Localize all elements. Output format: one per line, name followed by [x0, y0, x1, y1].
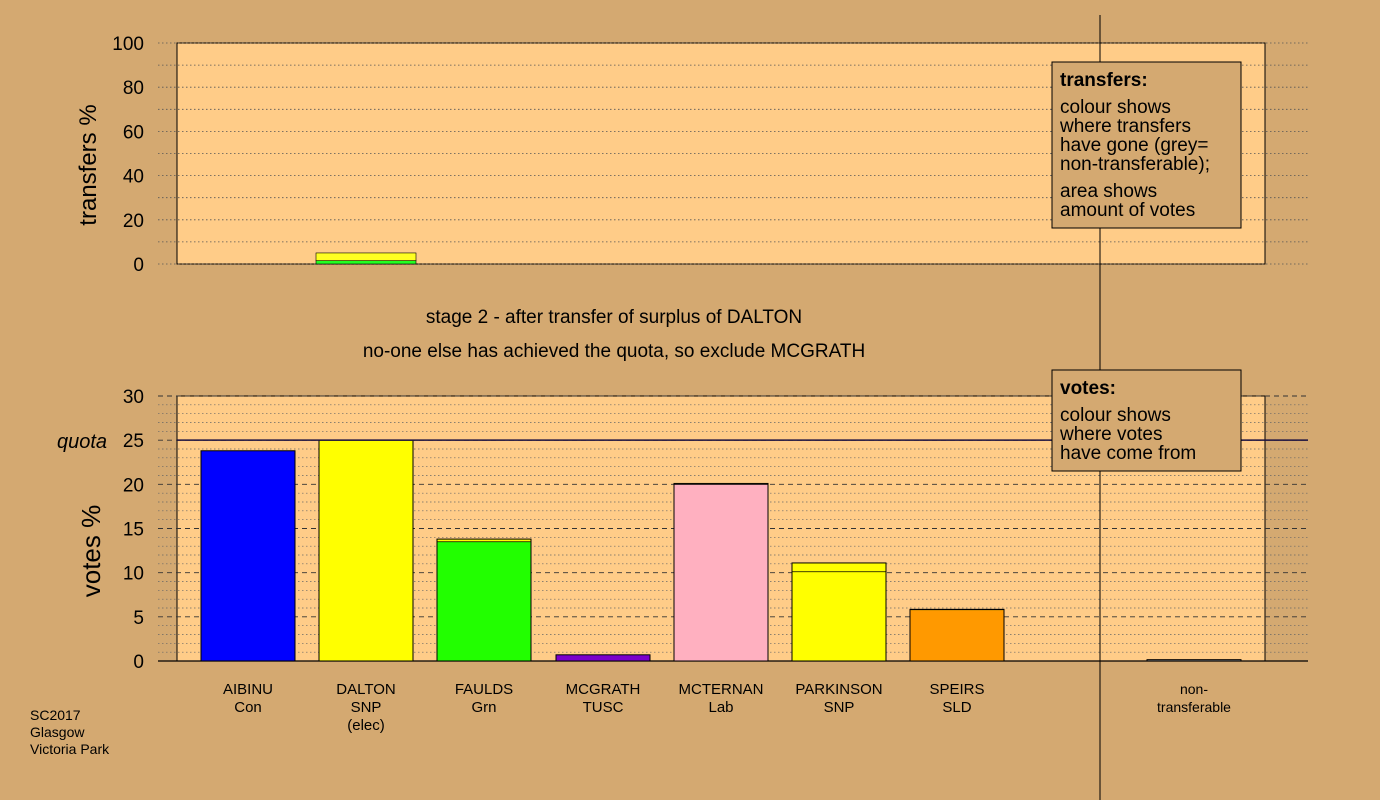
- x-category-label: TUSC: [583, 699, 624, 716]
- transfer-bar-segment: [315, 252, 417, 261]
- vote-bar-segment: [437, 541, 531, 661]
- y-tick-label: 5: [133, 608, 144, 629]
- vote-bar-outline: [1146, 659, 1242, 662]
- x-category-label: Grn: [471, 699, 496, 716]
- stage-heading: stage 2 - after transfer of surplus of D…: [426, 307, 802, 328]
- votes-legend-line: where votes: [1059, 424, 1162, 445]
- transfer-bar-segment: [315, 260, 417, 265]
- x-category-label: SNP: [824, 699, 855, 716]
- x-category-label: (elec): [347, 717, 385, 734]
- vote-bar-segment: [201, 450, 295, 661]
- vote-bar-segment: [792, 562, 886, 572]
- vote-bar-segment: [437, 539, 531, 542]
- y-tick-label: 0: [133, 255, 144, 276]
- transfers-legend-line: have gone (grey=: [1060, 135, 1208, 156]
- footer-line: SC2017: [30, 707, 81, 723]
- transfers-legend-line: area shows: [1060, 181, 1157, 202]
- y-tick-label: 10: [123, 564, 144, 585]
- vote-bar-outline: [673, 482, 769, 662]
- vote-bar-outline: [555, 654, 651, 662]
- y-tick-label: 60: [123, 122, 144, 143]
- transfers-legend-line: amount of votes: [1060, 200, 1195, 221]
- quota-label: quota: [57, 431, 107, 453]
- y-tick-label: 0: [133, 652, 144, 673]
- x-category-label: AIBINU: [223, 681, 273, 698]
- vote-bar-segment: [1147, 659, 1241, 661]
- votes-legend-line: have come from: [1060, 443, 1196, 464]
- votes-y-axis-label: votes %: [76, 505, 106, 598]
- votes-x-labels: AIBINUConDALTONSNP(elec)FAULDSGrnMCGRATH…: [223, 681, 1231, 734]
- votes-legend-title: votes:: [1060, 378, 1116, 399]
- votes-legend: votes: colour shows where votes have com…: [1051, 369, 1242, 472]
- x-category-label: MCTERNAN: [679, 681, 764, 698]
- y-tick-label: 30: [123, 387, 144, 408]
- x-category-label: SLD: [942, 699, 971, 716]
- x-category-label: Con: [234, 699, 262, 716]
- x-category-label: DALTON: [336, 681, 395, 698]
- vote-bar-segment: [556, 654, 650, 661]
- vote-bar-segment: [319, 440, 413, 661]
- y-tick-label: 80: [123, 78, 144, 99]
- x-category-label: FAULDS: [455, 681, 513, 698]
- x-category-label: SNP: [351, 699, 382, 716]
- vote-bar-segment: [910, 609, 1004, 661]
- x-category-label: Lab: [708, 699, 733, 716]
- vote-bar-segment: [674, 484, 768, 661]
- vote-bar-outline: [909, 608, 1005, 662]
- transfers-y-axis-label: transfers %: [75, 104, 102, 225]
- vote-bar-segment: [792, 571, 886, 661]
- y-tick-label: 40: [123, 167, 144, 188]
- y-tick-label: 25: [123, 431, 144, 452]
- transfers-legend-line: colour shows: [1060, 97, 1171, 118]
- y-tick-label: 15: [123, 520, 144, 541]
- x-category-label: SPEIRS: [929, 681, 984, 698]
- y-tick-label: 20: [123, 211, 144, 232]
- vote-bar-outline: [791, 562, 887, 662]
- transfers-legend-title: transfers:: [1060, 70, 1148, 91]
- y-tick-label: 20: [123, 475, 144, 496]
- votes-y-ticks: 0 5 10 15 20 25 30: [123, 387, 144, 673]
- transfers-y-ticks: 0 20 40 60 80 100: [112, 34, 144, 276]
- transfers-legend-line: non-transferable);: [1060, 154, 1210, 175]
- x-category-label: MCGRATH: [566, 681, 641, 698]
- x-category-label: non-: [1180, 681, 1208, 697]
- footer-line: Glasgow: [30, 724, 85, 740]
- vote-bar-outline: [200, 450, 296, 662]
- transfers-bars: [315, 252, 417, 265]
- votes-legend-line: colour shows: [1060, 405, 1171, 426]
- x-category-label: transferable: [1157, 699, 1231, 715]
- y-tick-label: 100: [112, 34, 144, 55]
- footer-line: Victoria Park: [30, 741, 110, 757]
- transfers-legend: transfers: colour shows where transfers …: [1051, 61, 1242, 229]
- stage-note: no-one else has achieved the quota, so e…: [363, 341, 865, 362]
- votes-bars: [200, 439, 1242, 662]
- transfers-legend-line: where transfers: [1059, 116, 1191, 137]
- x-category-label: PARKINSON: [795, 681, 882, 698]
- vote-bar-outline: [436, 538, 532, 662]
